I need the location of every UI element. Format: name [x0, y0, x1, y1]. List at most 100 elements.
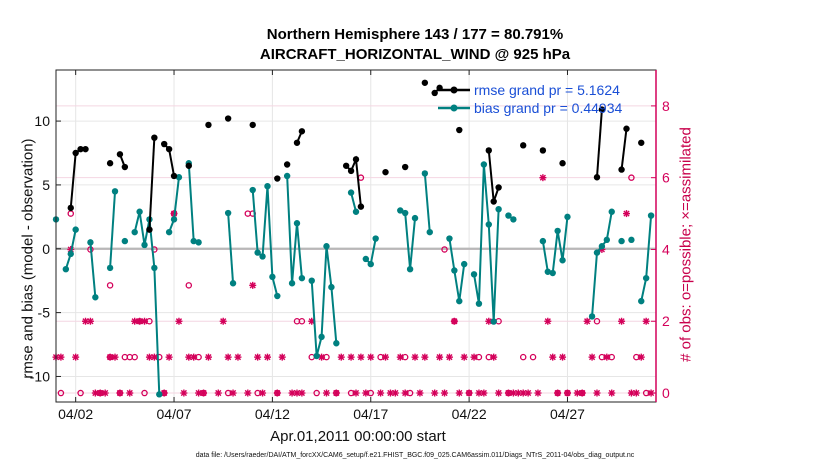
asterisk-stroke: [82, 318, 89, 325]
asterisk-stroke: [461, 354, 468, 361]
asterisk-stroke: [347, 354, 355, 361]
asterisk-stroke: [161, 389, 168, 397]
asterisk-stroke: [564, 389, 571, 397]
assimilated-count-marker: [337, 353, 345, 361]
bias-point: [598, 243, 606, 250]
bias-line: [423, 173, 431, 233]
bias-line: [541, 216, 569, 275]
asterisk-stroke: [638, 354, 645, 361]
rmse-point: [623, 125, 630, 132]
asterisk-stroke: [298, 389, 305, 397]
rmse-point: [593, 174, 601, 181]
rmse-point: [205, 121, 212, 129]
assimilated-count-marker: [259, 389, 267, 397]
bias-point: [288, 280, 296, 287]
asterisk-stroke: [367, 354, 374, 361]
x-tick-label: 04/27: [550, 406, 585, 422]
asterisk-stroke: [515, 389, 522, 397]
plot-area: [56, 70, 656, 402]
rmse-point: [342, 162, 350, 169]
rmse-point: [249, 121, 256, 129]
bias-line: [310, 246, 338, 357]
asterisk-stroke: [215, 389, 222, 397]
bias-point: [475, 300, 483, 307]
assimilated-count-marker: [273, 389, 281, 397]
rmse-point: [106, 160, 114, 167]
assimilated-count-marker: [200, 389, 208, 397]
asterisk-stroke: [451, 318, 458, 325]
possible-count-marker: [77, 389, 84, 397]
bias-point: [411, 214, 419, 222]
bias-point: [490, 318, 497, 325]
asterisk-stroke: [436, 354, 443, 361]
assimilated-count-marker: [549, 353, 557, 361]
bias-point: [274, 292, 281, 300]
y-tick-label: 5: [42, 177, 50, 193]
bias-point: [510, 216, 517, 223]
asterisk-stroke: [544, 318, 551, 325]
asterisk-stroke: [126, 389, 133, 397]
bias-line: [133, 211, 161, 395]
assimilated-count-marker: [126, 389, 134, 397]
asterisk-stroke: [377, 389, 384, 397]
bias-point: [367, 260, 374, 268]
assimilated-count-marker: [583, 317, 591, 325]
bias-point: [156, 391, 163, 398]
bias-point: [549, 269, 556, 277]
y2-tick-label: 8: [662, 98, 670, 114]
assimilated-count-marker: [111, 353, 119, 361]
asterisk-stroke: [229, 389, 237, 397]
rmse-line: [620, 128, 628, 170]
asterisk-stroke: [185, 354, 192, 361]
x-tick-label: 04/17: [353, 406, 388, 422]
asterisk-stroke: [107, 354, 114, 361]
assimilated-count-marker: [145, 353, 153, 361]
possible-count-marker: [131, 353, 138, 361]
asterisk-stroke: [382, 354, 389, 361]
bias-point: [190, 237, 197, 245]
asterisk-stroke: [200, 389, 207, 397]
asterisk-stroke: [416, 389, 424, 397]
bias-point: [254, 249, 261, 256]
rmse-point: [298, 128, 306, 135]
assimilated-count-marker: [322, 389, 330, 397]
asterisk-stroke: [510, 389, 517, 397]
asterisk-stroke: [249, 282, 256, 289]
rmse-point: [352, 156, 360, 163]
asterisk-stroke: [431, 389, 438, 397]
asterisk-stroke: [166, 354, 173, 361]
assimilated-count-marker: [632, 389, 640, 397]
bias-point: [249, 186, 256, 194]
asterisk-stroke: [274, 389, 281, 397]
asterisk-stroke: [205, 354, 212, 361]
assimilated-count-marker: [618, 317, 626, 325]
bias-point: [470, 271, 478, 278]
bias-line: [350, 192, 357, 212]
asterisk-stroke: [333, 389, 340, 397]
x-tick-label: 04/12: [255, 406, 290, 422]
bias-point: [544, 268, 552, 275]
asterisk-stroke: [475, 389, 483, 397]
possible-count-marker: [628, 174, 635, 181]
asterisk-stroke: [485, 318, 492, 325]
assimilated-count-marker: [352, 389, 360, 397]
y-tick-label: -10: [30, 368, 50, 384]
bias-point: [456, 297, 463, 305]
assimilated-count-marker: [401, 389, 409, 397]
assimilated-count-marker: [298, 389, 306, 397]
assimilated-count-marker: [396, 353, 404, 361]
assimilated-count-marker: [357, 353, 365, 361]
asterisk-stroke: [392, 389, 399, 397]
possible-count-marker: [298, 317, 306, 325]
asterisk-stroke: [525, 389, 532, 397]
assimilated-count-marker: [57, 353, 65, 361]
legend-marker: [450, 86, 458, 94]
assimilated-count-marker: [441, 389, 449, 397]
rmse-point: [293, 139, 301, 146]
asterisk-stroke: [254, 354, 261, 361]
rmse-point: [382, 168, 389, 176]
bias-point: [328, 283, 335, 291]
rmse-point: [559, 160, 566, 167]
rmse-point: [490, 198, 497, 205]
